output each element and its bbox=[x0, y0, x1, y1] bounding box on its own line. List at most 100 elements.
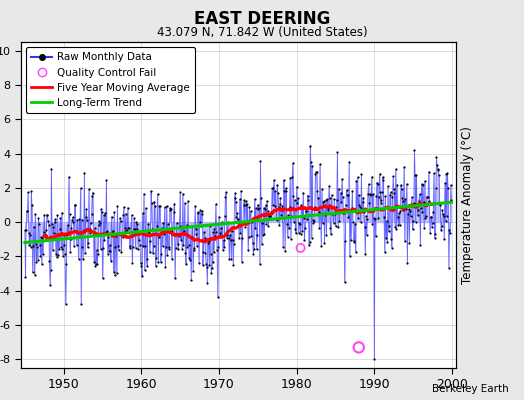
Point bbox=[182, 222, 191, 228]
Point bbox=[23, 208, 31, 214]
Point bbox=[157, 251, 166, 257]
Point bbox=[370, 356, 378, 363]
Point bbox=[212, 229, 221, 235]
Point bbox=[253, 246, 261, 252]
Point bbox=[58, 246, 67, 252]
Point bbox=[33, 243, 41, 250]
Point bbox=[34, 215, 42, 221]
Point bbox=[446, 230, 454, 236]
Point bbox=[20, 227, 29, 234]
Point bbox=[258, 220, 267, 226]
Point bbox=[174, 246, 182, 252]
Point bbox=[195, 260, 203, 266]
Point bbox=[353, 208, 361, 215]
Point bbox=[287, 235, 295, 242]
Point bbox=[108, 228, 117, 234]
Point bbox=[309, 216, 317, 223]
Point bbox=[376, 188, 384, 195]
Point bbox=[348, 188, 356, 194]
Point bbox=[145, 229, 154, 236]
Point bbox=[437, 226, 445, 233]
Point bbox=[211, 232, 220, 239]
Point bbox=[116, 218, 125, 224]
Point bbox=[143, 256, 151, 262]
Point bbox=[105, 248, 113, 254]
Point bbox=[163, 252, 171, 258]
Point bbox=[163, 220, 172, 227]
Point bbox=[196, 207, 204, 214]
Point bbox=[27, 244, 35, 250]
Text: 43.079 N, 71.842 W (United States): 43.079 N, 71.842 W (United States) bbox=[157, 26, 367, 39]
Point bbox=[129, 244, 137, 250]
Point bbox=[264, 208, 272, 214]
Point bbox=[371, 216, 379, 222]
Point bbox=[322, 196, 330, 203]
Point bbox=[123, 227, 132, 234]
Point bbox=[25, 230, 33, 236]
Point bbox=[352, 178, 361, 184]
Point bbox=[286, 204, 294, 210]
Point bbox=[99, 275, 107, 282]
Point bbox=[425, 198, 433, 204]
Point bbox=[415, 197, 423, 204]
Point bbox=[324, 207, 333, 213]
Point bbox=[31, 241, 40, 248]
Point bbox=[187, 277, 195, 284]
Point bbox=[151, 203, 159, 209]
Point bbox=[443, 170, 452, 176]
Point bbox=[368, 220, 377, 227]
Point bbox=[319, 220, 327, 227]
Point bbox=[364, 191, 372, 197]
Point bbox=[205, 262, 213, 268]
Point bbox=[121, 228, 129, 234]
Point bbox=[346, 208, 355, 214]
Point bbox=[53, 252, 62, 258]
Point bbox=[58, 209, 66, 216]
Point bbox=[215, 214, 223, 220]
Point bbox=[94, 222, 103, 229]
Point bbox=[279, 177, 288, 183]
Point bbox=[222, 189, 231, 196]
Point bbox=[202, 261, 210, 267]
Point bbox=[318, 186, 326, 192]
Point bbox=[128, 259, 136, 266]
Point bbox=[392, 226, 400, 232]
Point bbox=[337, 199, 345, 206]
Point bbox=[332, 203, 341, 210]
Point bbox=[243, 219, 251, 225]
Point bbox=[226, 237, 235, 243]
Point bbox=[374, 181, 382, 188]
Point bbox=[405, 240, 413, 246]
Point bbox=[421, 178, 429, 184]
Point bbox=[226, 231, 234, 238]
Point bbox=[60, 242, 68, 248]
Point bbox=[336, 190, 345, 196]
Point bbox=[358, 206, 366, 212]
Point bbox=[173, 241, 182, 248]
Point bbox=[350, 238, 358, 244]
Point bbox=[223, 231, 232, 238]
Point bbox=[323, 205, 332, 212]
Point bbox=[191, 225, 200, 232]
Point bbox=[108, 230, 116, 236]
Point bbox=[146, 238, 155, 244]
Point bbox=[118, 234, 127, 241]
Point bbox=[168, 228, 177, 234]
Point bbox=[74, 256, 83, 262]
Point bbox=[102, 229, 110, 235]
Point bbox=[391, 166, 400, 172]
Point bbox=[403, 260, 411, 266]
Point bbox=[93, 247, 101, 253]
Point bbox=[83, 244, 92, 251]
Point bbox=[429, 220, 437, 226]
Point bbox=[178, 246, 187, 252]
Point bbox=[295, 219, 303, 226]
Point bbox=[101, 210, 110, 216]
Point bbox=[277, 212, 286, 218]
Point bbox=[433, 162, 441, 168]
Point bbox=[210, 226, 219, 233]
Point bbox=[288, 174, 297, 180]
Point bbox=[328, 211, 336, 217]
Point bbox=[176, 189, 184, 195]
Point bbox=[410, 200, 418, 206]
